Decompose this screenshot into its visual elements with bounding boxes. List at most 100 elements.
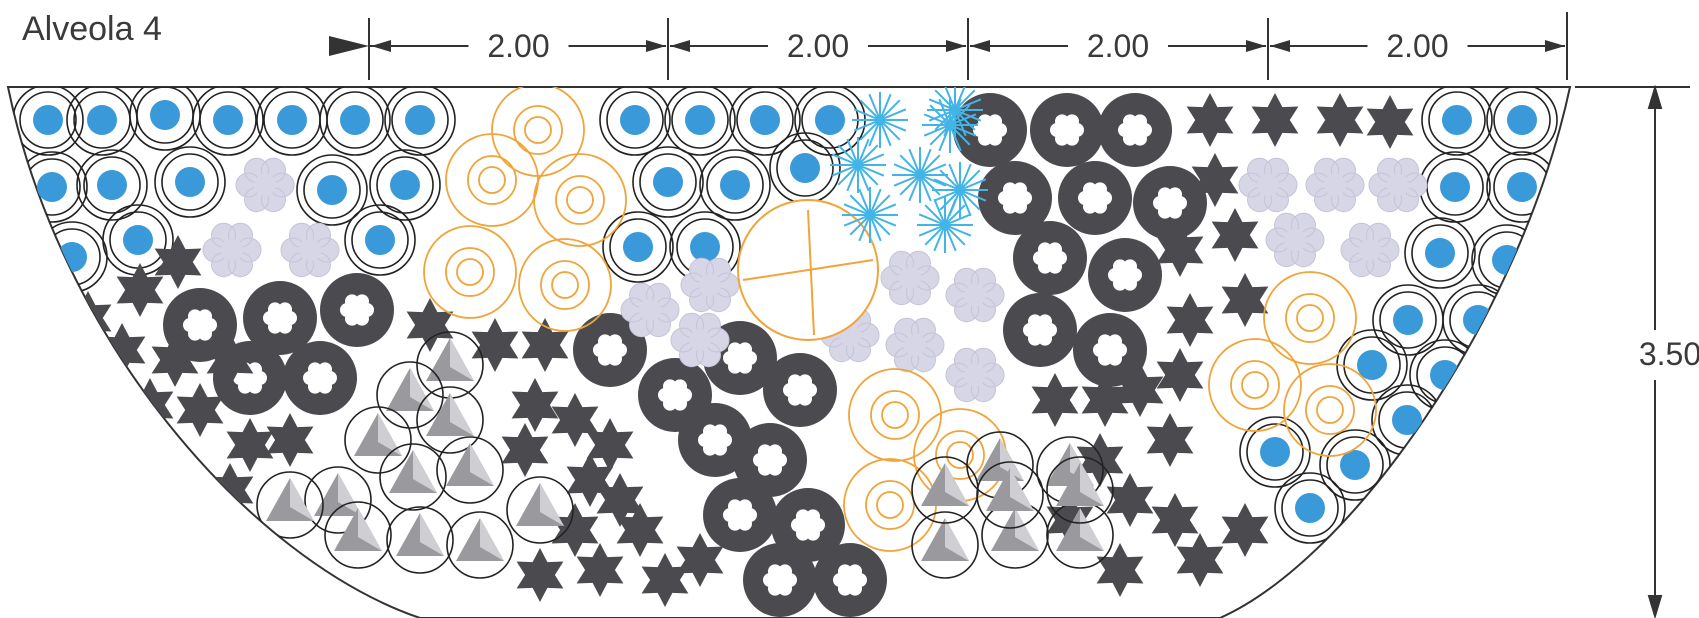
dark-star-symbol (1106, 473, 1154, 527)
cyan-starburst-symbol (892, 147, 948, 203)
gray-triangle-symbol (344, 406, 412, 474)
blue-dot-symbol (1419, 151, 1491, 223)
orange-rings-symbol (518, 238, 612, 332)
gray-triangle-symbol (416, 386, 484, 454)
dark-star-symbol (98, 323, 146, 377)
dark-star-symbol (1166, 293, 1214, 347)
cyan-starburst-symbol (842, 187, 898, 243)
dark-ring-flower-symbol (733, 423, 807, 497)
blue-dot-symbol (1486, 87, 1558, 156)
dark-star-symbol (1096, 543, 1144, 597)
cyan-starburst-symbol (852, 92, 908, 148)
lavender-flower-symbol (945, 267, 1005, 323)
orange-rings-symbol (1208, 338, 1302, 432)
blue-dot-symbol (599, 87, 671, 156)
blue-dot-symbol (769, 132, 841, 204)
dark-ring-flower-symbol (573, 313, 647, 387)
gray-triangle-symbol (324, 501, 392, 569)
blue-dot-symbol (1421, 87, 1493, 156)
dark-star-symbol (676, 533, 724, 587)
blue-dot-symbol (1404, 217, 1476, 289)
dark-ring-flower-symbol (703, 478, 777, 552)
lavender-flower-symbol (1368, 157, 1428, 213)
blue-dot-symbol (1274, 472, 1346, 544)
blue-dot-symbol (296, 154, 368, 226)
cyan-starburst-symbol (922, 97, 978, 153)
blue-dot-symbol (76, 149, 148, 221)
dark-star-symbol (511, 378, 559, 432)
blue-dot-symbol (699, 149, 771, 221)
dark-ring-flower-symbol (978, 161, 1052, 235)
lavender-flower-symbol (880, 250, 940, 306)
dark-star-symbol (1156, 348, 1204, 402)
page-title: Alveola 4 (22, 10, 162, 48)
lavender-flower-symbol (202, 222, 262, 278)
dark-ring-flower-symbol (743, 543, 817, 617)
dark-star-symbol (126, 378, 174, 432)
dark-star-symbol (501, 423, 549, 477)
gray-triangle-symbol (446, 511, 514, 579)
dimension-segment: 2.00 (1270, 28, 1565, 64)
dark-ring-flower-symbol (283, 341, 357, 415)
dark-ring-flower-symbol (1003, 293, 1077, 367)
dark-star-symbol (1211, 208, 1259, 262)
blue-dot-symbol (12, 87, 84, 156)
dark-star-symbol (1076, 433, 1124, 487)
dimension-label: 2.00 (1386, 28, 1448, 64)
dimension-label: 2.00 (487, 28, 549, 64)
orange-rings-symbol (491, 87, 585, 177)
gray-triangle-symbol (911, 456, 979, 524)
dark-star-symbol (586, 418, 634, 472)
blue-dot-symbol (1319, 429, 1391, 501)
gray-triangle-symbol (506, 476, 574, 544)
dark-ring-flower-symbol (320, 273, 394, 347)
blue-dot-symbol (1486, 151, 1558, 223)
dark-star-symbol (226, 418, 274, 472)
dark-star-symbol (116, 263, 164, 317)
dark-star-symbol (1191, 153, 1239, 207)
gray-triangle-symbol (256, 471, 324, 539)
dark-ring-flower-symbol (813, 543, 887, 617)
cyan-starburst-symbol (830, 137, 886, 193)
dark-star-symbol (1316, 93, 1364, 147)
blue-dot-symbol (1372, 284, 1444, 356)
gray-triangle-symbol (1046, 501, 1114, 569)
lavender-flower-symbol (280, 222, 340, 278)
dark-star-symbol (151, 333, 199, 387)
dark-star-symbol (266, 413, 314, 467)
plant-symbols (12, 87, 1558, 617)
dark-ring-flower-symbol (1098, 93, 1172, 167)
blue-dot-symbol (369, 149, 441, 221)
gray-triangle-symbol (416, 331, 484, 399)
lavender-flower-symbol (1305, 157, 1365, 213)
orange-rings-symbol (1283, 363, 1377, 457)
blue-dot-symbol (256, 87, 328, 156)
dark-star-symbol (1176, 533, 1224, 587)
gray-triangle-symbol (436, 436, 504, 504)
dark-star-symbol (206, 333, 254, 387)
dimension-label: 2.00 (1087, 28, 1149, 64)
gray-triangle-symbol (911, 511, 979, 579)
blue-dot-symbol (602, 211, 674, 283)
lavender-flower-symbol (620, 282, 680, 338)
dark-ring-flower-symbol (163, 288, 237, 362)
dark-star-symbol (1116, 363, 1164, 417)
dimension-labels-top: 2.00 2.00 2.00 2.00 (371, 28, 1565, 64)
dark-star-symbol (516, 548, 564, 602)
dark-ring-flower-symbol (1058, 161, 1132, 235)
dark-ring-flower-symbol (1073, 313, 1147, 387)
dark-star-symbol (1081, 373, 1129, 427)
blue-dot-symbol (664, 87, 736, 156)
blue-dot-symbol (384, 87, 456, 156)
dark-star-symbol (551, 393, 599, 447)
dark-star-symbol (1046, 493, 1094, 547)
lavender-flower-symbol (1238, 157, 1298, 213)
dark-star-symbol (641, 553, 689, 607)
blue-dot-symbol (36, 221, 108, 293)
blue-dot-symbol (319, 87, 391, 156)
gray-triangle-symbol (976, 461, 1044, 529)
orange-cross-circle-symbol (737, 199, 879, 341)
dark-star-symbol (1366, 95, 1414, 149)
depth-dimension-label: 3.50 (1639, 336, 1699, 372)
